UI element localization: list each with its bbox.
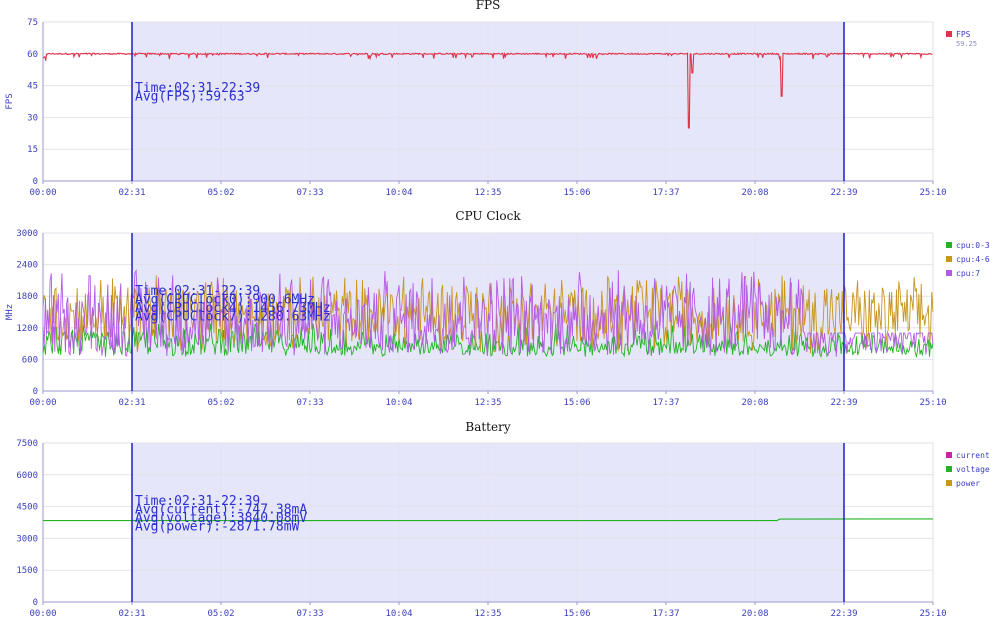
x-tick-label: 17:37 [652,398,679,408]
y-tick-label: 0 [33,177,38,187]
legend-label[interactable]: cpu:0-3 [956,241,990,250]
x-tick-label: 00:00 [29,188,56,198]
selection-stat-text: Avg(voltage):3840.08mV [135,511,307,526]
y-tick-label: 3000 [16,229,38,239]
x-tick-label: 07:33 [296,609,323,619]
y-tick-label: 0 [33,598,38,608]
x-tick-label: 20:08 [741,609,768,619]
x-tick-label: 25:10 [919,398,946,408]
series-line-fps [42,51,933,129]
selection-stat-text: Avg(CPUClock7):1280.63MHz [135,310,331,325]
x-tick-label: 07:33 [296,188,323,198]
selection-stat-text: Avg(power):-2871.78mW [135,520,300,535]
chart-title: FPS [476,0,501,12]
x-tick-label: 15:06 [563,609,590,619]
chart-panel-2: CPU Clock 0 600 1200 1800 2400 3000 00:00 02:31 0… [5,209,990,408]
x-tick-label: 05:02 [207,609,234,619]
y-tick-label: 600 [22,355,38,365]
x-tick-label: 12:35 [474,188,501,198]
selection-stat-text: Avg(CPUClock0):900.6MHz [135,293,315,308]
legend-swatch[interactable] [946,242,952,248]
x-tick-label: 20:08 [741,398,768,408]
y-tick-label: 3000 [16,534,38,544]
x-tick-label: 17:37 [652,609,679,619]
legend-label[interactable]: FPS [956,30,971,39]
x-tick-label: 17:37 [652,188,679,198]
x-tick-label: 22:39 [830,609,857,619]
y-tick-label: 1500 [16,566,38,576]
legend-label[interactable]: cpu:7 [956,269,980,278]
x-tick-label: 02:31 [118,398,145,408]
x-tick-label: 25:10 [919,188,946,198]
selection-stat-text: Avg(current):-747.38mA [135,503,307,518]
x-tick-label: 07:33 [296,398,323,408]
legend-value: 59.25 [956,40,977,48]
series-line-voltage [43,518,934,522]
selection-stat-text: Time:02:31-22:39 [135,284,260,299]
x-tick-label: 00:00 [29,609,56,619]
series-line-cpu-7 [42,268,934,357]
chart-panel-1: FPS 0 15 30 45 60 75 00:00 02:31 05:02 07:33 10:04 1… [5,0,977,198]
selection-stat-text: Time:02:31-22:39 [135,494,260,509]
chart-title: CPU Clock [455,209,521,223]
chart-panel-3: Battery 0 1500 3000 4500 6000 7500 00:00 02:31 05… [16,420,990,619]
x-tick-label: 05:02 [207,398,234,408]
legend-label[interactable]: cpu:4-6 [956,255,990,264]
x-tick-label: 25:10 [919,609,946,619]
y-axis-label: MHz [5,304,15,320]
x-tick-label: 00:00 [29,398,56,408]
selection-stat-text: Time:02:31-22:39 [135,81,260,96]
y-tick-label: 30 [27,113,38,123]
legend-swatch[interactable] [946,480,952,486]
x-tick-label: 05:02 [207,188,234,198]
x-tick-label: 22:39 [830,398,857,408]
x-tick-label: 15:06 [563,398,590,408]
x-tick-label: 10:04 [385,398,412,408]
y-tick-label: 75 [27,18,38,28]
chart-title: Battery [465,420,510,434]
x-tick-label: 02:31 [118,188,145,198]
selection-stat-text: Avg(FPS):59.63 [135,90,245,105]
y-axis-label: FPS [5,93,15,109]
y-tick-label: 0 [33,387,38,397]
legend-swatch[interactable] [946,466,952,472]
x-tick-label: 12:35 [474,609,501,619]
y-tick-label: 4500 [16,503,38,513]
y-tick-label: 1800 [16,292,38,302]
legend-swatch[interactable] [946,270,952,276]
legend-swatch[interactable] [946,452,952,458]
y-tick-label: 60 [27,50,38,60]
y-tick-label: 45 [27,82,38,92]
x-tick-label: 02:31 [118,609,145,619]
y-tick-label: 15 [27,145,38,155]
legend-label[interactable]: current [956,451,990,460]
legend-swatch[interactable] [946,31,952,37]
x-tick-label: 20:08 [741,188,768,198]
legend-label[interactable]: power [956,479,980,488]
x-tick-label: 10:04 [385,609,412,619]
legend-swatch[interactable] [946,256,952,262]
y-tick-label: 1200 [16,324,38,334]
y-tick-label: 2400 [16,261,38,271]
x-tick-label: 10:04 [385,188,412,198]
y-tick-label: 7500 [16,439,38,449]
x-tick-label: 22:39 [830,188,857,198]
selection-stat-text: Avg(CPUClock4):1456.73MHz [135,301,331,316]
legend-label[interactable]: voltage [956,465,990,474]
x-tick-label: 12:35 [474,398,501,408]
x-tick-label: 15:06 [563,188,590,198]
y-tick-label: 6000 [16,471,38,481]
